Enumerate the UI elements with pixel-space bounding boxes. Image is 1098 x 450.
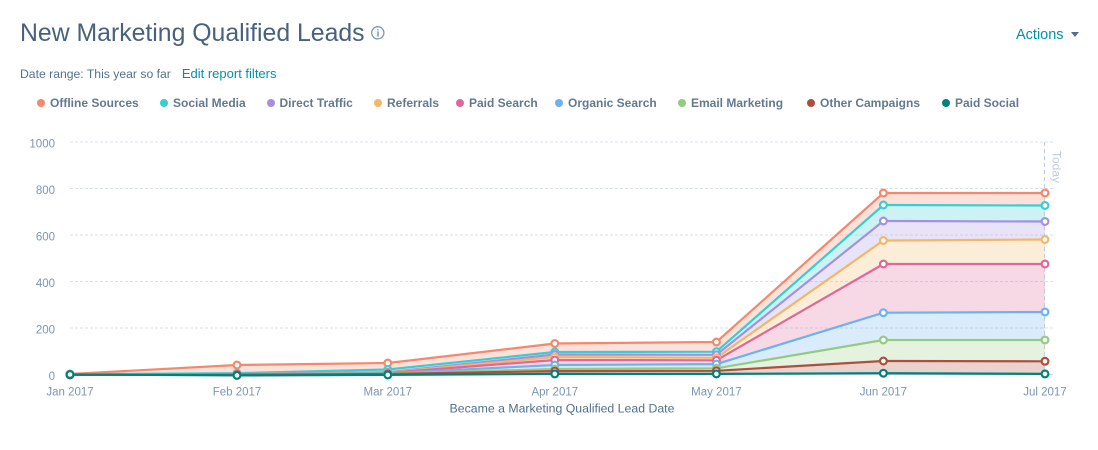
svg-text:200: 200 — [36, 325, 55, 337]
svg-text:600: 600 — [36, 232, 55, 244]
svg-text:400: 400 — [36, 278, 55, 290]
svg-text:1000: 1000 — [29, 139, 55, 151]
svg-text:Apr 2017: Apr 2017 — [531, 387, 578, 399]
svg-text:Jan 2017: Jan 2017 — [46, 387, 93, 399]
svg-text:Mar 2017: Mar 2017 — [364, 387, 413, 399]
svg-text:Feb 2017: Feb 2017 — [213, 387, 262, 399]
svg-text:Today: Today — [1050, 151, 1064, 183]
svg-text:May 2017: May 2017 — [691, 387, 742, 399]
svg-text:Jun 2017: Jun 2017 — [860, 387, 907, 399]
svg-text:800: 800 — [36, 185, 55, 197]
svg-text:Jul 2017: Jul 2017 — [1023, 387, 1066, 399]
svg-text:Became a Marketing Qualified L: Became a Marketing Qualified Lead Date — [450, 402, 675, 416]
svg-text:0: 0 — [49, 371, 55, 383]
svg-text:i: i — [377, 29, 380, 40]
